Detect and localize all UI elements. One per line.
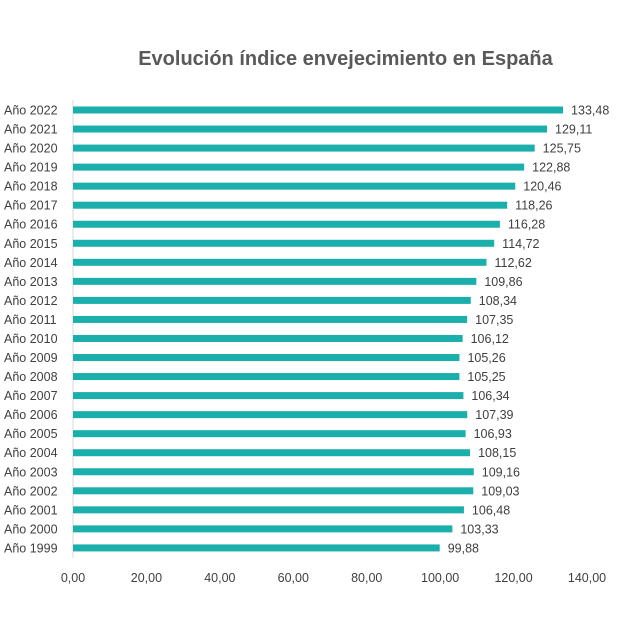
x-tick-label: 120,00 [494, 571, 532, 585]
bar [73, 144, 535, 152]
category-label: Año 2019 [4, 161, 58, 175]
category-label: Año 2005 [4, 427, 58, 441]
bar [73, 239, 495, 247]
category-label: Año 2011 [4, 313, 57, 327]
bar [73, 182, 516, 190]
data-label: 106,48 [472, 503, 510, 517]
bar [73, 525, 453, 533]
bar [73, 392, 464, 400]
data-label: 112,62 [494, 256, 531, 270]
category-label: Año 1999 [4, 541, 58, 555]
bar [73, 411, 468, 419]
data-label: 108,34 [479, 294, 517, 308]
data-label: 116,28 [508, 218, 545, 232]
data-label: 120,46 [523, 180, 561, 194]
data-label: 109,86 [484, 275, 522, 289]
category-label: Año 2008 [4, 370, 58, 384]
bar [73, 487, 474, 495]
bar [73, 354, 460, 362]
bar [73, 258, 487, 266]
chart-title: Evolución índice envejecimiento en Españ… [138, 48, 553, 70]
data-label: 106,34 [471, 389, 509, 403]
bar [73, 106, 564, 114]
bar [73, 315, 468, 323]
category-label: Año 2007 [4, 389, 58, 403]
bar [73, 468, 474, 476]
data-label: 118,26 [515, 199, 552, 213]
bar [73, 373, 460, 381]
category-label: Año 2010 [4, 332, 58, 346]
category-label: Año 2015 [4, 237, 58, 251]
category-label: Año 2020 [4, 142, 58, 156]
data-label: 99,88 [448, 541, 479, 555]
bar [73, 334, 463, 342]
category-label: Año 2014 [4, 256, 58, 270]
x-tick-label: 80,00 [351, 571, 382, 585]
x-tick-label: 0,00 [61, 571, 85, 585]
data-label: 129,11 [555, 123, 592, 137]
bar [73, 201, 508, 209]
category-label: Año 2017 [4, 199, 58, 213]
bar [73, 125, 548, 133]
x-tick-label: 140,00 [568, 571, 606, 585]
bar [73, 544, 440, 552]
category-label: Año 2012 [4, 294, 58, 308]
data-label: 133,48 [571, 104, 609, 118]
data-label: 106,12 [471, 332, 509, 346]
bar [73, 277, 477, 285]
category-label: Año 2013 [4, 275, 58, 289]
category-label: Año 2003 [4, 465, 58, 479]
data-label: 103,33 [460, 522, 498, 536]
data-label: 108,15 [478, 446, 516, 460]
category-label: Año 2009 [4, 351, 58, 365]
data-label: 107,35 [475, 313, 513, 327]
category-label: Año 2001 [4, 503, 58, 517]
category-label: Año 2002 [4, 484, 58, 498]
category-label: Año 2018 [4, 180, 58, 194]
category-label: Año 2006 [4, 408, 58, 422]
bar [73, 430, 466, 438]
data-label: 106,93 [474, 427, 512, 441]
x-tick-label: 100,00 [421, 571, 459, 585]
bar [73, 220, 500, 228]
bar [73, 296, 471, 304]
data-label: 125,75 [543, 142, 581, 156]
category-label: Año 2021 [4, 123, 58, 137]
category-label: Año 2016 [4, 218, 58, 232]
category-label: Año 2000 [4, 522, 58, 536]
x-tick-label: 20,00 [131, 571, 162, 585]
x-tick-label: 40,00 [204, 571, 235, 585]
bar [73, 449, 471, 457]
category-label: Año 2004 [4, 446, 58, 460]
data-label: 114,72 [502, 237, 539, 251]
data-label: 105,26 [467, 351, 505, 365]
data-label: 105,25 [467, 370, 505, 384]
data-label: 122,88 [532, 161, 570, 175]
data-label: 109,03 [481, 484, 519, 498]
x-tick-label: 60,00 [278, 571, 309, 585]
bar [73, 506, 464, 514]
bar [73, 163, 525, 171]
category-label: Año 2022 [4, 104, 58, 118]
data-label: 107,39 [475, 408, 513, 422]
data-label: 109,16 [482, 465, 520, 479]
